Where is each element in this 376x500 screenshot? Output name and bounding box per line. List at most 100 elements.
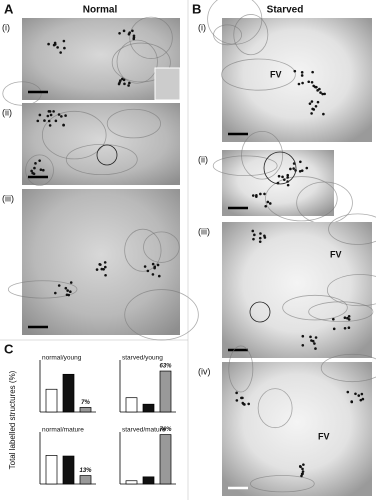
gold-particle [359, 398, 363, 402]
membrane [124, 228, 162, 272]
gold-particle [252, 237, 255, 241]
gold-particle [310, 339, 313, 342]
gold-particle [347, 318, 351, 321]
gold-particle [131, 29, 134, 33]
membrane [326, 274, 376, 307]
panel-letter: A [4, 1, 14, 16]
membrane [233, 14, 269, 56]
gold-particle [57, 284, 61, 287]
highlight-circle [96, 144, 118, 166]
membrane [228, 345, 254, 393]
gold-particle [95, 268, 99, 271]
gold-particle [310, 100, 314, 103]
membrane [250, 475, 315, 493]
gold-particle [253, 233, 256, 237]
gold-particle [305, 166, 309, 170]
membrane [143, 231, 180, 263]
gold-particle [54, 119, 58, 123]
gold-particle [241, 401, 245, 405]
gold-particle [259, 232, 262, 235]
gold-particle [31, 171, 34, 175]
gold-particle [128, 81, 131, 85]
gold-particle [283, 178, 286, 181]
gold-particle [66, 289, 69, 292]
gold-particle [301, 343, 305, 347]
bar [125, 480, 138, 485]
membrane [41, 110, 107, 160]
membrane [308, 301, 374, 322]
gold-particle [103, 261, 107, 264]
gold-particle [63, 46, 66, 50]
gold-particle [314, 336, 318, 339]
gold-particle [127, 84, 130, 87]
gold-particle [117, 82, 121, 86]
micrograph [22, 18, 180, 100]
gold-particle [151, 273, 155, 276]
gold-particle [289, 167, 292, 171]
membrane [106, 108, 161, 139]
micrograph [222, 18, 372, 142]
gold-particle [311, 70, 314, 74]
bar [62, 455, 75, 485]
gold-particle [151, 262, 155, 266]
bar [142, 403, 155, 413]
membrane [65, 143, 138, 176]
gold-particle [52, 110, 55, 113]
image-label: (iii) [2, 193, 14, 203]
gold-particle [300, 474, 303, 478]
gold-particle [48, 110, 52, 113]
gold-particle [299, 465, 302, 469]
gold-particle [332, 327, 336, 331]
gold-particle [319, 91, 322, 94]
gold-particle [350, 400, 354, 404]
gold-particle [300, 74, 304, 77]
value-label: 63% [159, 364, 172, 370]
bar [159, 370, 172, 413]
gold-particle [309, 335, 312, 339]
membrane [212, 155, 278, 176]
gold-particle [64, 286, 68, 290]
gold-particle [53, 41, 57, 45]
gold-particle [65, 293, 69, 297]
gold-particle [313, 342, 316, 345]
gold-particle [263, 234, 266, 238]
gold-particle [343, 316, 347, 320]
gold-particle [132, 37, 136, 41]
gold-particle [104, 265, 107, 269]
gold-particle [157, 274, 161, 278]
membrane [129, 16, 173, 59]
micrograph [22, 189, 180, 335]
gold-particle [316, 100, 320, 104]
bar [45, 455, 58, 485]
gold-particle [255, 194, 258, 197]
gold-particle [299, 160, 302, 164]
membrane [25, 154, 54, 186]
gold-particle [241, 396, 244, 400]
gold-particle [314, 85, 317, 89]
gold-particle [143, 265, 147, 268]
bar [62, 373, 75, 413]
gold-particle [302, 463, 305, 466]
gold-particle [57, 113, 61, 116]
gold-particle [357, 394, 361, 397]
gold-particle [98, 263, 102, 266]
gold-particle [321, 92, 324, 96]
gold-particle [36, 119, 40, 123]
gold-particle [52, 43, 56, 47]
membrane [241, 130, 284, 180]
gold-particle [119, 79, 122, 82]
gold-particle [277, 174, 281, 178]
gold-particle [301, 467, 304, 471]
gold-particle [49, 113, 53, 117]
membrane [116, 39, 158, 84]
chart-title: starved/mature [122, 427, 166, 434]
gold-particle [47, 119, 51, 123]
gold-particle [300, 169, 304, 172]
inset [154, 67, 181, 101]
gold-particle [64, 114, 67, 117]
gold-particle [156, 263, 160, 267]
gold-particle [122, 78, 126, 82]
gold-particle [292, 167, 295, 170]
panel-letter: C [4, 341, 14, 356]
